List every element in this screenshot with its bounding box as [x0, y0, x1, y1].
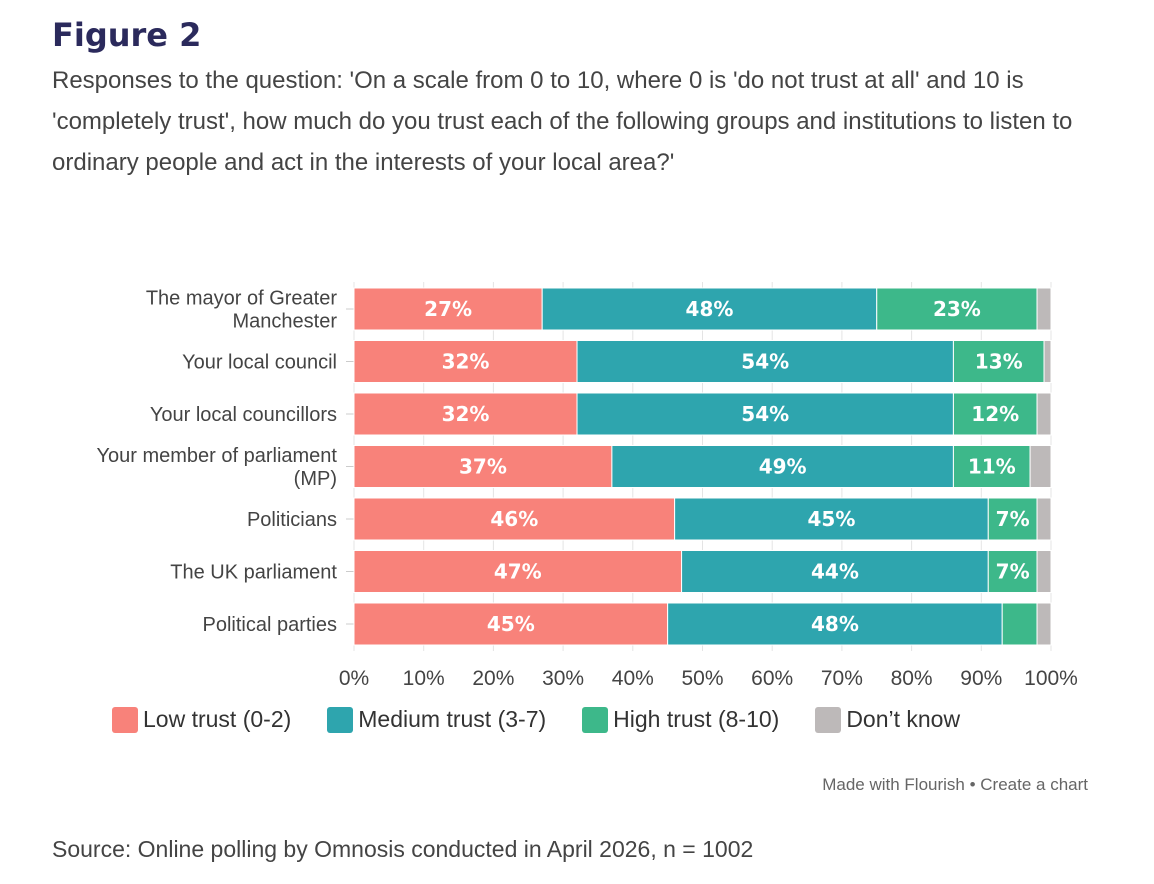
bar-segment: [611, 445, 954, 488]
bar-segment: [1036, 602, 1052, 646]
x-tick-label: 60%: [751, 667, 793, 690]
legend-label: Don’t know: [846, 706, 961, 732]
bar-segment: [681, 550, 989, 593]
data-label: 32%: [442, 350, 490, 374]
data-label: 45%: [487, 612, 535, 636]
bar-segment: [576, 340, 954, 383]
data-label: 37%: [459, 455, 507, 479]
bar-segment: [952, 445, 1031, 488]
x-tick-label: 80%: [891, 667, 933, 690]
category-label: Your local councillors: [150, 404, 337, 426]
bar-segment: [987, 550, 1038, 593]
data-label: 32%: [442, 402, 490, 426]
data-label: 11%: [968, 455, 1016, 479]
bar-segment: [353, 392, 578, 436]
bar-segment: [1001, 602, 1038, 646]
bar-segment: [667, 602, 1003, 646]
legend-item[interactable]: Don’t know: [815, 706, 960, 733]
category-label: The mayor of Greater Manchester: [146, 288, 338, 333]
category-label: Your member of parliament (MP): [97, 445, 338, 490]
legend-swatch: [327, 706, 354, 733]
x-tick-label: 20%: [472, 667, 514, 690]
data-label: 46%: [490, 507, 538, 531]
legend-item[interactable]: Medium trust (3-7): [327, 706, 546, 733]
x-tick-label: 10%: [403, 667, 445, 690]
data-label: 13%: [975, 350, 1023, 374]
data-label: 54%: [741, 402, 789, 426]
data-label: 7%: [996, 560, 1030, 584]
data-label: 23%: [933, 297, 981, 321]
bar-segment: [576, 392, 954, 436]
bar-segment: [987, 497, 1038, 541]
bar-segment: [1036, 287, 1052, 331]
bar-segment: [1029, 445, 1052, 488]
data-label: 7%: [996, 507, 1030, 531]
legend-item[interactable]: High trust (8-10): [582, 706, 779, 733]
legend-label: High trust (8-10): [613, 706, 780, 732]
data-label: 27%: [424, 297, 472, 321]
x-tick-label: 70%: [821, 667, 863, 690]
bar-segment: [1036, 392, 1052, 436]
bar-segment: [541, 287, 878, 331]
x-tick-label: 50%: [681, 667, 723, 690]
flourish-credit[interactable]: Made with Flourish • Create a chart: [822, 775, 1088, 794]
x-tick-label: 30%: [542, 667, 584, 690]
bar-segment: [353, 287, 543, 331]
data-label: 49%: [759, 455, 807, 479]
data-label: 12%: [971, 402, 1019, 426]
bar-segment: [1036, 550, 1052, 593]
stacked-bar-chart: 0% 10% 20% 30% 40% 50% 60% 70% 80% 90% 100% The may…: [97, 282, 1078, 690]
bar-segment: [674, 497, 989, 541]
source-note: Source: Online polling by Omnosis conduc…: [52, 836, 754, 862]
bar-segment: [952, 340, 1045, 383]
x-tick-label: 100%: [1024, 667, 1078, 690]
bar-segment: [353, 550, 683, 593]
legend-swatch: [582, 706, 609, 733]
data-label: 48%: [811, 612, 859, 636]
data-label: 47%: [494, 560, 542, 584]
legend-item[interactable]: Low trust (0-2): [112, 706, 291, 733]
bar-segment: [353, 445, 613, 488]
x-tick-label: 90%: [960, 667, 1002, 690]
legend-swatch: [112, 706, 138, 733]
data-label: 45%: [808, 507, 856, 531]
bar-segment: [353, 340, 578, 383]
category-label: Politicians: [247, 509, 337, 531]
category-label: The UK parliament: [170, 562, 337, 584]
category-label: Your local council: [182, 352, 337, 374]
bar-segment: [1043, 340, 1052, 383]
bar-segment: [1036, 497, 1052, 541]
data-label: 48%: [686, 297, 734, 321]
bar-segment: [876, 287, 1038, 331]
legend-label: Medium trust (3-7): [358, 706, 547, 732]
data-label: 44%: [811, 560, 859, 584]
legend-label: Low trust (0-2): [143, 706, 292, 732]
chart-legend: Low trust (0-2) Medium trust (3-7) High tr…: [112, 706, 996, 733]
chart-subtitle: Responses to the question: 'On a scale f…: [52, 67, 1073, 176]
bar-segment: [353, 497, 676, 541]
x-tick-label: 0%: [339, 667, 369, 690]
figure-label: Figure 2: [52, 16, 202, 54]
data-label: 54%: [741, 350, 789, 374]
legend-swatch: [815, 706, 842, 733]
bar-segment: [353, 602, 669, 646]
category-label: Political parties: [202, 614, 337, 636]
x-tick-label: 40%: [612, 667, 654, 690]
